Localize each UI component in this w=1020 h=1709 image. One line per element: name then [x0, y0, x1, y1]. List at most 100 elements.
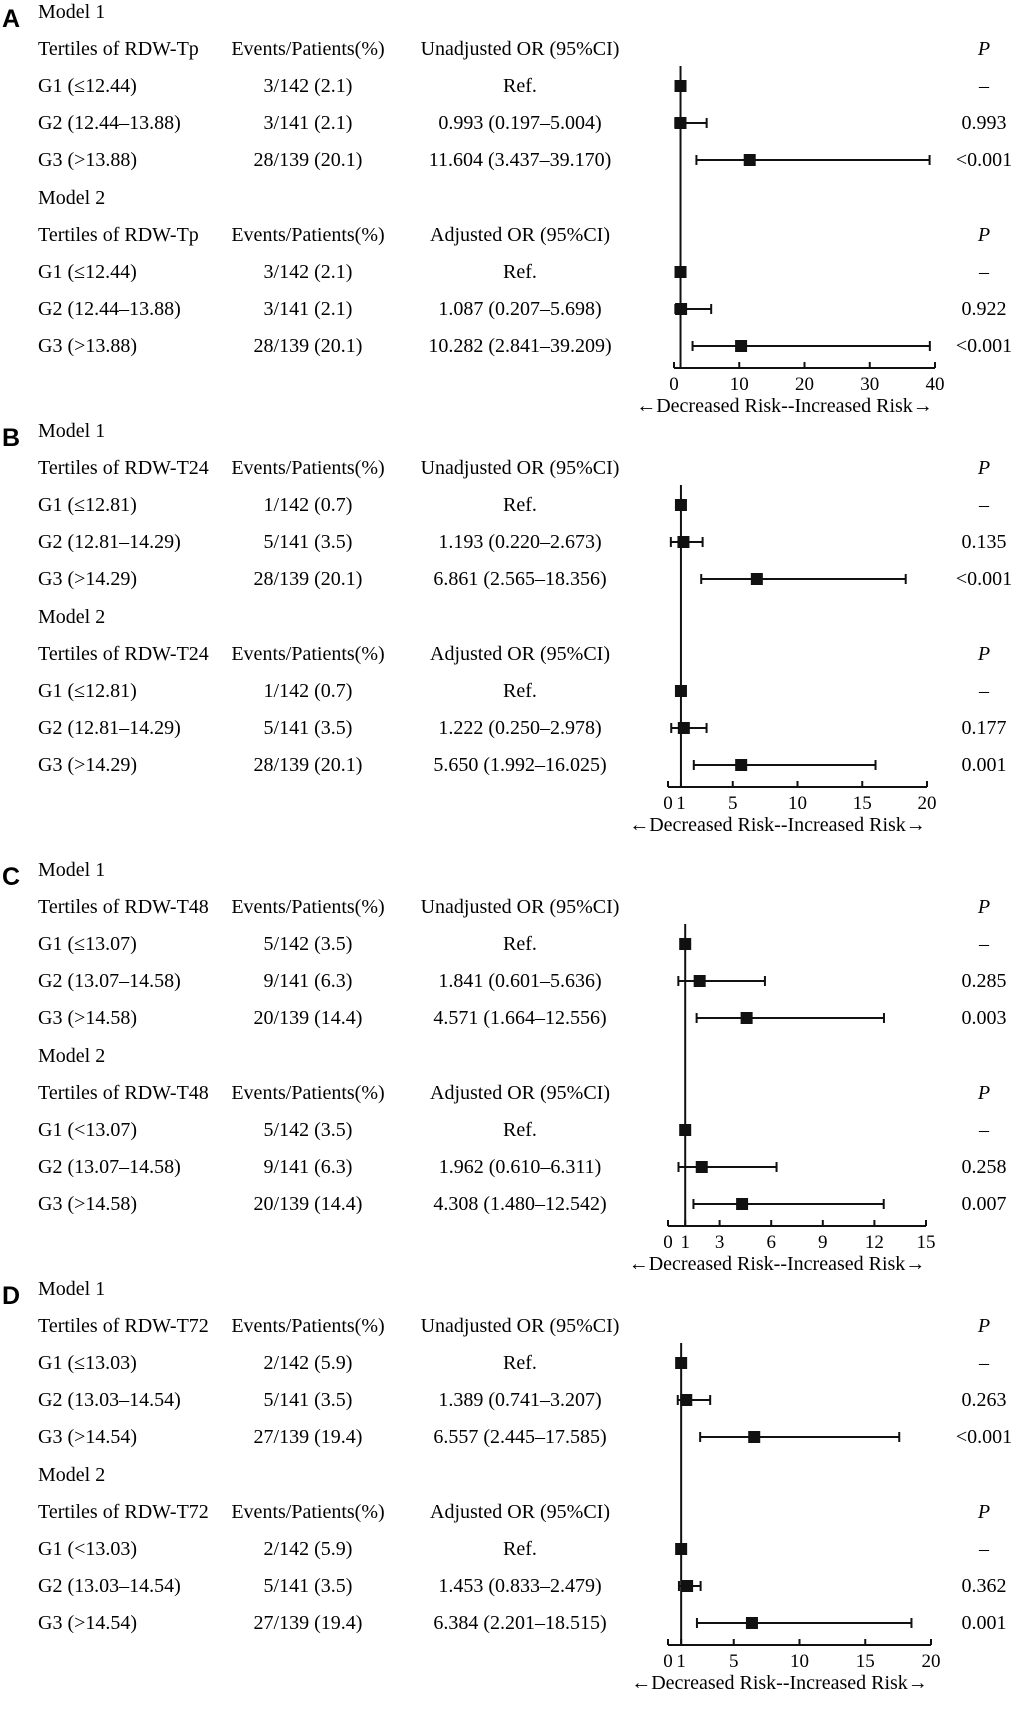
events-value: 2/142 (5.9) [264, 1352, 353, 1374]
group-label: G1 (<13.07) [38, 1119, 137, 1141]
x-tick-label: 20 [918, 793, 937, 814]
group-label: G3 (>14.54) [38, 1426, 137, 1448]
p-value: 0.922 [962, 298, 1007, 320]
x-tick-label: 10 [788, 793, 807, 814]
x-tick-label: 10 [730, 374, 749, 395]
x-tick-label: 10 [790, 1651, 809, 1672]
x-tick-label: 6 [766, 1232, 776, 1253]
events-value: 1/142 (0.7) [264, 494, 353, 516]
group-label: G2 (12.44–13.88) [38, 298, 181, 320]
events-value: 5/141 (3.5) [264, 531, 353, 553]
table-row: G2 (12.44–13.88) 3/141 (2.1) 1.087 (0.207–… [38, 298, 1007, 320]
p-value: <0.001 [956, 149, 1012, 171]
header-events: Events/Patients(%) [231, 224, 384, 246]
x-axis-label: ←Decreased Risk--Increased Risk→ [629, 1253, 926, 1275]
group-label: G1 (≤12.44) [38, 75, 137, 97]
x-axis-label: ←Decreased Risk--Increased Risk→ [629, 814, 926, 836]
x-tick-label: 1 [676, 793, 686, 814]
x-tick-label: 5 [729, 1651, 739, 1672]
group-label: G3 (>14.54) [38, 1612, 137, 1634]
table-row: G3 (>13.88) 28/139 (20.1) 11.604 (3.437–39… [38, 149, 1012, 171]
events-value: 28/139 (20.1) [254, 754, 363, 776]
p-value: 0.003 [962, 1007, 1007, 1029]
header-events: Events/Patients(%) [231, 1082, 384, 1104]
table-row: G1 (≤12.81) 1/142 (0.7) Ref. – [38, 680, 990, 702]
table-row: G2 (12.81–14.29) 5/141 (3.5) 1.222 (0.250–… [38, 717, 1007, 739]
or-point [735, 759, 748, 771]
table-row: G3 (>14.58) 20/139 (14.4) 4.308 (1.480–12.… [38, 1193, 1007, 1215]
p-value: <0.001 [956, 568, 1012, 590]
model-title: Model 1 [38, 1, 105, 23]
x-tick-label: 15 [917, 1232, 936, 1253]
header-or: Adjusted OR (95%CI) [430, 224, 610, 246]
x-tick-label: 1 [676, 1651, 686, 1672]
or-point [740, 1012, 753, 1024]
events-value: 27/139 (19.4) [254, 1426, 363, 1448]
x-tick-label: 0 [663, 1651, 673, 1672]
or-value: Ref. [503, 1352, 537, 1374]
x-tick-label: 0 [663, 1232, 673, 1253]
events-value: 27/139 (19.4) [254, 1612, 363, 1634]
or-point [743, 154, 756, 166]
header-p-value: P [977, 1315, 990, 1337]
x-tick-label: 40 [926, 374, 945, 395]
or-value: 6.384 (2.201–18.515) [433, 1612, 606, 1634]
group-label: G3 (>13.88) [38, 149, 137, 171]
or-value: 1.222 (0.250–2.978) [438, 717, 601, 739]
x-tick-label: 15 [853, 793, 872, 814]
events-value: 28/139 (20.1) [254, 568, 363, 590]
group-label: G1 (≤13.03) [38, 1352, 137, 1374]
or-value: Ref. [503, 494, 537, 516]
group-label: G2 (12.81–14.29) [38, 531, 181, 553]
header-events: Events/Patients(%) [231, 643, 384, 665]
header-tertiles: Tertiles of RDW-Tp [38, 38, 199, 60]
table-row: G2 (12.44–13.88) 3/141 (2.1) 0.993 (0.197–… [38, 112, 1007, 134]
p-value: <0.001 [956, 1426, 1012, 1448]
or-value: Ref. [503, 1538, 537, 1560]
p-value: 0.362 [962, 1575, 1007, 1597]
table-row: G2 (13.03–14.54) 5/141 (3.5) 1.389 (0.741–… [38, 1389, 1007, 1411]
x-tick-label: 15 [856, 1651, 875, 1672]
x-axis-label: ←Decreased Risk--Increased Risk→ [631, 1672, 928, 1694]
model-title: Model 1 [38, 859, 105, 881]
x-tick-label: 12 [865, 1232, 884, 1253]
table-row: G1 (≤13.03) 2/142 (5.9) Ref. – [38, 1352, 990, 1374]
p-value: – [978, 494, 990, 516]
or-value: 1.962 (0.610–6.311) [439, 1156, 602, 1178]
x-tick-label: 5 [728, 793, 738, 814]
group-label: G1 (≤12.81) [38, 494, 137, 516]
table-row: G2 (12.81–14.29) 5/141 (3.5) 1.193 (0.220–… [38, 531, 1007, 553]
p-value: – [978, 933, 990, 955]
table-row: G1 (≤12.44) 3/142 (2.1) Ref. – [38, 75, 990, 97]
model-title: Model 2 [38, 606, 105, 628]
or-point [677, 536, 690, 548]
table-row: G3 (>14.54) 27/139 (19.4) 6.557 (2.445–17.… [38, 1426, 1012, 1448]
or-value: 11.604 (3.437–39.170) [429, 149, 612, 171]
or-value: 1.193 (0.220–2.673) [438, 531, 601, 553]
table-row: G3 (>14.29) 28/139 (20.1) 6.861 (2.565–18.… [38, 568, 1012, 590]
or-point [681, 1580, 694, 1592]
x-tick-label: 20 [795, 374, 814, 395]
table-row: G3 (>14.58) 20/139 (14.4) 4.571 (1.664–12.… [38, 1007, 1007, 1029]
p-value: – [978, 75, 990, 97]
or-value: 1.389 (0.741–3.207) [438, 1389, 601, 1411]
events-value: 3/142 (2.1) [264, 75, 353, 97]
header-events: Events/Patients(%) [231, 38, 384, 60]
or-point [695, 1161, 708, 1173]
model-title: Model 2 [38, 1464, 105, 1486]
header-or: Unadjusted OR (95%CI) [421, 1315, 620, 1337]
events-value: 28/139 (20.1) [254, 149, 363, 171]
panel-letter: D [2, 1282, 20, 1310]
events-value: 9/141 (6.3) [264, 970, 353, 992]
header-events: Events/Patients(%) [231, 1501, 384, 1523]
header-events: Events/Patients(%) [231, 457, 384, 479]
model-title: Model 2 [38, 187, 105, 209]
table-row: G1 (≤12.81) 1/142 (0.7) Ref. – [38, 494, 990, 516]
p-value: 0.001 [962, 1612, 1007, 1634]
events-value: 5/142 (3.5) [264, 1119, 353, 1141]
model-title: Model 1 [38, 420, 105, 442]
header-or: Unadjusted OR (95%CI) [421, 457, 620, 479]
model-title: Model 1 [38, 1278, 105, 1300]
header-tertiles: Tertiles of RDW-T24 [38, 457, 209, 479]
